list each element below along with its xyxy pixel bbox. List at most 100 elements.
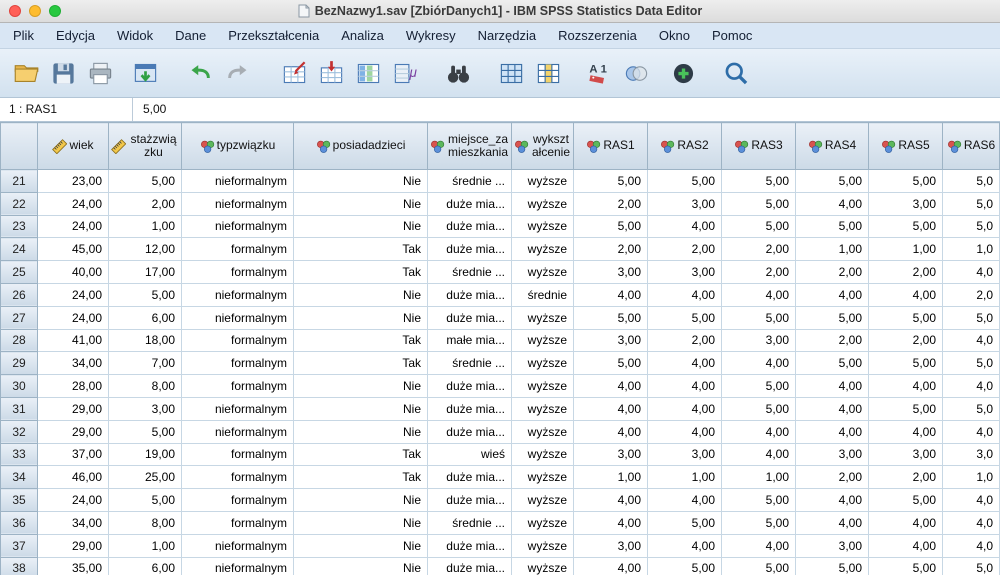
data-cell[interactable]: 5,0 [942, 556, 1000, 575]
data-cell[interactable]: Nie [293, 396, 428, 421]
data-cell[interactable]: 7,00 [108, 351, 182, 376]
column-header-ras5[interactable]: RAS5 [868, 122, 943, 170]
row-number[interactable]: 21 [0, 169, 38, 193]
data-cell[interactable]: nieformalnym [181, 191, 294, 216]
data-cell[interactable]: 5,00 [573, 169, 648, 193]
data-cell[interactable]: 4,00 [795, 419, 869, 444]
data-cell[interactable]: Nie [293, 191, 428, 216]
data-cell[interactable]: 24,00 [37, 305, 109, 330]
show-all-variables-button[interactable] [665, 53, 702, 93]
data-cell[interactable]: 41,00 [37, 328, 109, 353]
data-cell[interactable]: 5,00 [647, 305, 722, 330]
data-cell[interactable]: duże mia... [427, 374, 512, 398]
data-cell[interactable]: 4,00 [573, 488, 648, 512]
data-cell[interactable]: 4,00 [721, 533, 796, 558]
data-cell[interactable]: formalnym [181, 351, 294, 376]
data-cell[interactable]: 4,00 [721, 419, 796, 444]
data-cell[interactable]: średnie ... [427, 260, 512, 284]
data-cell[interactable]: 29,00 [37, 396, 109, 421]
data-cell[interactable]: wyższe [511, 169, 574, 193]
data-cell[interactable]: wyższe [511, 214, 574, 239]
data-cell[interactable]: 5,00 [795, 351, 869, 376]
data-cell[interactable]: 1,0 [942, 465, 1000, 490]
data-cell[interactable]: 2,00 [795, 260, 869, 284]
data-cell[interactable]: 3,00 [795, 533, 869, 558]
column-header-wykszta-cenie[interactable]: wykształcenie [511, 122, 574, 170]
data-cell[interactable]: 4,00 [647, 396, 722, 421]
data-cell[interactable]: 17,00 [108, 260, 182, 284]
data-cell[interactable]: 4,00 [795, 510, 869, 535]
menu-item-pomoc[interactable]: Pomoc [711, 28, 753, 43]
select-all-corner[interactable] [0, 122, 38, 170]
data-cell[interactable]: 1,00 [868, 237, 943, 262]
data-cell[interactable]: 5,0 [942, 305, 1000, 330]
data-cell[interactable]: 8,00 [108, 510, 182, 535]
data-cell[interactable]: 4,00 [647, 488, 722, 512]
data-cell[interactable]: formalnym [181, 328, 294, 353]
data-cell[interactable]: 5,00 [721, 396, 796, 421]
data-cell[interactable]: wyższe [511, 328, 574, 353]
data-cell[interactable]: średnie ... [427, 169, 512, 193]
open-data-button[interactable] [8, 53, 45, 93]
data-cell[interactable]: 4,00 [868, 374, 943, 398]
data-cell[interactable]: 24,00 [37, 191, 109, 216]
row-number[interactable]: 34 [0, 465, 38, 490]
data-cell[interactable]: 2,00 [573, 237, 648, 262]
data-cell[interactable]: formalnym [181, 237, 294, 262]
data-cell[interactable]: 5,00 [721, 191, 796, 216]
menu-item-rozszerzenia[interactable]: Rozszerzenia [558, 28, 637, 43]
data-cell[interactable]: wyższe [511, 396, 574, 421]
data-cell[interactable]: duże mia... [427, 488, 512, 512]
column-header-ras1[interactable]: RAS1 [573, 122, 648, 170]
data-cell[interactable]: formalnym [181, 510, 294, 535]
close-button[interactable] [9, 5, 21, 17]
data-cell[interactable]: średnie ... [427, 510, 512, 535]
data-cell[interactable]: 5,00 [868, 169, 943, 193]
data-cell[interactable]: Nie [293, 305, 428, 330]
data-cell[interactable]: 4,00 [795, 282, 869, 307]
menu-item-wykresy[interactable]: Wykresy [405, 28, 456, 43]
data-cell[interactable]: 6,00 [108, 556, 182, 575]
data-cell[interactable]: duże mia... [427, 419, 512, 444]
row-number[interactable]: 30 [0, 374, 38, 398]
data-cell[interactable]: Nie [293, 488, 428, 512]
find-button[interactable] [440, 53, 477, 93]
data-cell[interactable]: 46,00 [37, 465, 109, 490]
data-cell[interactable]: 4,00 [795, 374, 869, 398]
data-cell[interactable]: 4,00 [721, 282, 796, 307]
data-cell[interactable]: 23,00 [37, 169, 109, 193]
zoom-button[interactable] [718, 53, 755, 93]
row-number[interactable]: 37 [0, 533, 38, 558]
data-cell[interactable]: 5,00 [795, 169, 869, 193]
data-cell[interactable]: 3,00 [573, 442, 648, 467]
data-cell[interactable]: 5,00 [108, 419, 182, 444]
data-cell[interactable]: Nie [293, 169, 428, 193]
data-cell[interactable]: 5,0 [942, 214, 1000, 239]
data-cell[interactable]: wyższe [511, 305, 574, 330]
data-cell[interactable]: 5,00 [868, 556, 943, 575]
data-cell[interactable]: 2,00 [721, 260, 796, 284]
data-cell[interactable]: 28,00 [37, 374, 109, 398]
column-header-posiadadzieci[interactable]: posiadadzieci [293, 122, 428, 170]
data-cell[interactable]: 4,0 [942, 510, 1000, 535]
data-cell[interactable]: 3,00 [647, 260, 722, 284]
column-header-ras6[interactable]: RAS6 [942, 122, 1000, 170]
data-cell[interactable]: 5,00 [721, 374, 796, 398]
data-cell[interactable]: 2,00 [108, 191, 182, 216]
descriptive-stats-button[interactable]: μ [387, 53, 424, 93]
data-cell[interactable]: 1,0 [942, 237, 1000, 262]
data-cell[interactable]: 4,00 [721, 351, 796, 376]
data-cell[interactable]: Nie [293, 510, 428, 535]
save-button[interactable] [45, 53, 82, 93]
data-cell[interactable]: 4,0 [942, 260, 1000, 284]
data-cell[interactable]: 4,00 [868, 419, 943, 444]
data-cell[interactable]: Tak [293, 237, 428, 262]
data-cell[interactable]: 5,00 [795, 214, 869, 239]
data-cell[interactable]: duże mia... [427, 282, 512, 307]
data-cell[interactable]: wyższe [511, 442, 574, 467]
recall-dialogs-button[interactable] [127, 53, 164, 93]
data-cell[interactable]: wyższe [511, 488, 574, 512]
data-cell[interactable]: 4,0 [942, 488, 1000, 512]
data-cell[interactable]: 3,00 [795, 442, 869, 467]
